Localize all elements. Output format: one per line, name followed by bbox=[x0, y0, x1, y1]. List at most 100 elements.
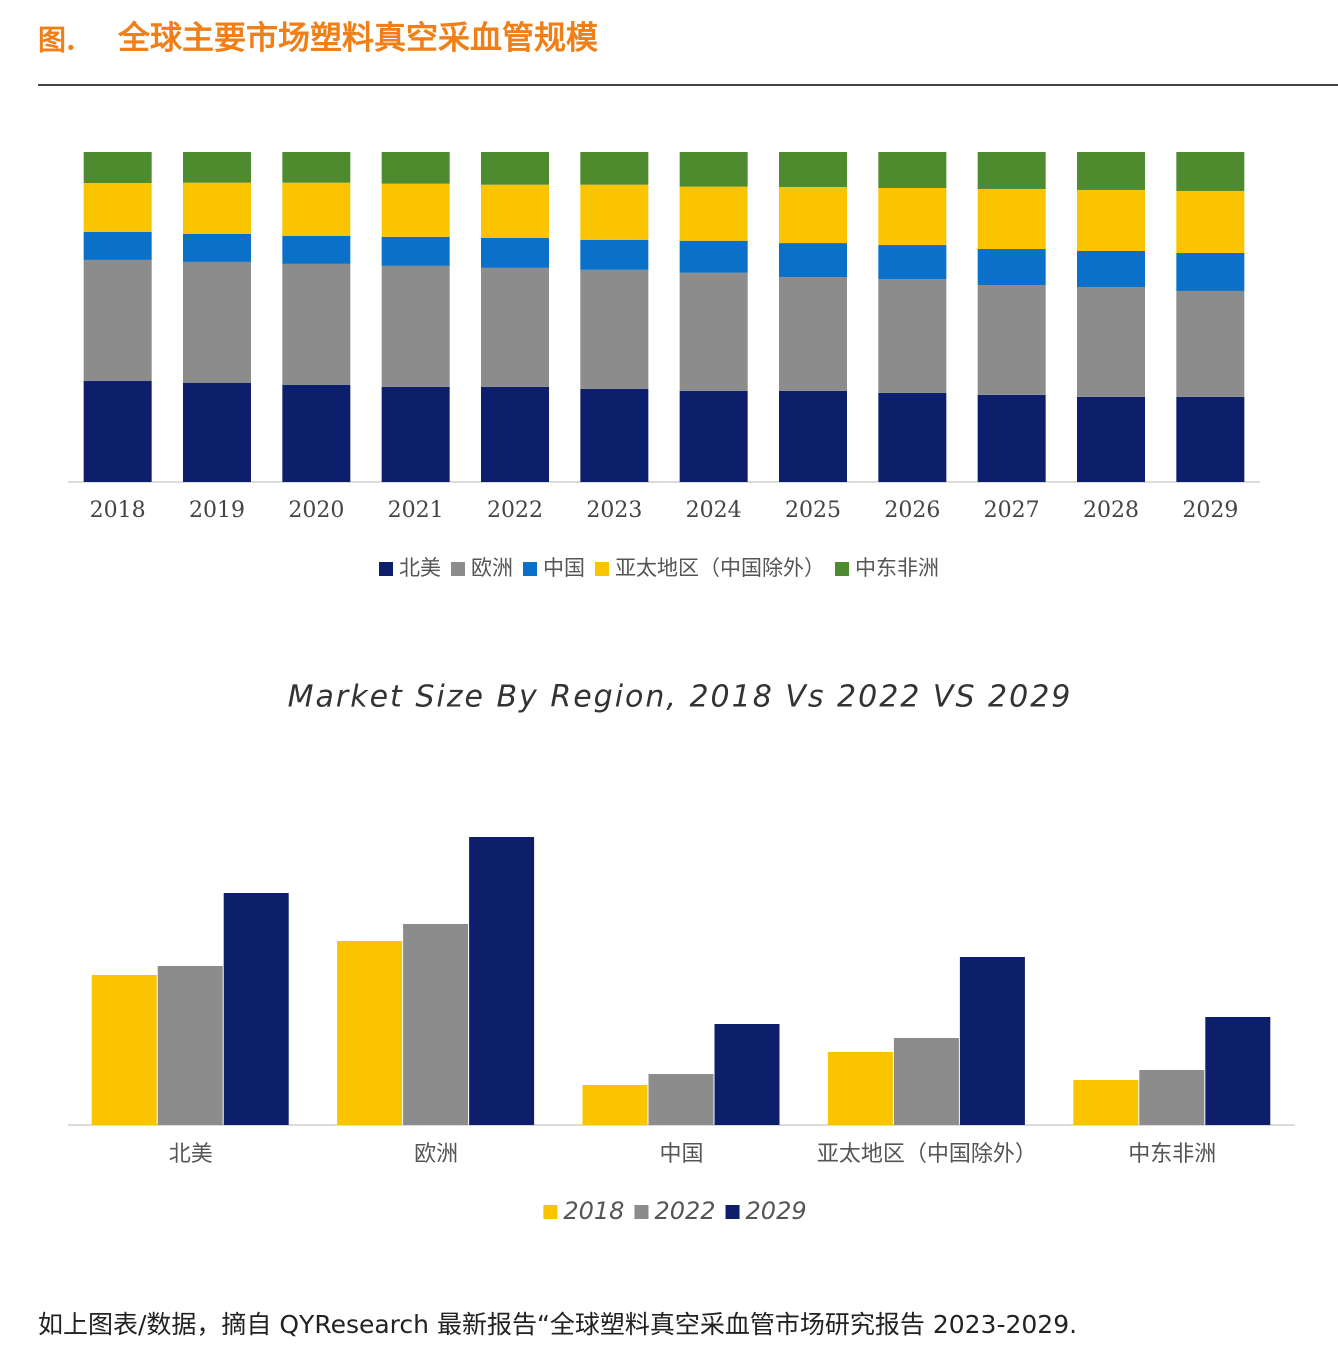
bar-segment bbox=[779, 186, 847, 244]
bar-segment bbox=[282, 263, 351, 385]
legend-swatch bbox=[835, 562, 849, 576]
x-tick-label: 欧洲 bbox=[414, 1142, 458, 1167]
x-tick-label: 2018 bbox=[90, 498, 146, 523]
bar-segment bbox=[977, 249, 1046, 285]
bar-segment bbox=[183, 383, 251, 482]
bar-segment bbox=[83, 381, 152, 482]
bar-segment bbox=[1176, 152, 1245, 191]
bar bbox=[893, 1038, 959, 1125]
legend-swatch bbox=[379, 562, 393, 576]
figure-title: 全球主要市场塑料真空采血管规模 bbox=[117, 19, 598, 57]
x-tick-label: 2021 bbox=[388, 498, 444, 523]
bar-segment bbox=[481, 237, 549, 268]
legend-label: 中国 bbox=[543, 556, 585, 580]
bar-segment bbox=[83, 231, 152, 260]
legend-swatch bbox=[451, 562, 465, 576]
bar-segment bbox=[878, 152, 947, 188]
legend-label: 2022 bbox=[654, 1197, 715, 1225]
bar-segment bbox=[580, 184, 649, 240]
bar-segment bbox=[977, 394, 1046, 482]
bar-segment bbox=[779, 390, 847, 482]
bar bbox=[157, 966, 223, 1125]
bar bbox=[1139, 1070, 1205, 1125]
bar-segment bbox=[481, 152, 549, 185]
bar-segment bbox=[183, 233, 251, 262]
x-tick-label: 2020 bbox=[288, 498, 344, 523]
x-tick-label: 2025 bbox=[785, 498, 841, 523]
bar bbox=[337, 941, 403, 1125]
bar bbox=[91, 975, 157, 1125]
x-tick-label: 亚太地区（中国除外） bbox=[817, 1142, 1037, 1167]
bar-segment bbox=[1176, 190, 1245, 253]
legend-swatch bbox=[523, 562, 537, 576]
bar-segment bbox=[1077, 189, 1145, 251]
bar bbox=[469, 837, 535, 1125]
bar-segment bbox=[481, 386, 549, 482]
bar bbox=[223, 893, 289, 1125]
bar-segment bbox=[878, 245, 947, 280]
bar-segment bbox=[282, 384, 351, 482]
bar-segment bbox=[481, 267, 549, 387]
x-tick-label: 2022 bbox=[487, 498, 543, 523]
bar-segment bbox=[183, 152, 251, 183]
bar-segment bbox=[381, 183, 450, 237]
bar-segment bbox=[1176, 252, 1245, 291]
legend-label: 北美 bbox=[399, 556, 441, 580]
bar-segment bbox=[580, 239, 649, 270]
bar-segment bbox=[381, 265, 450, 387]
legend-swatch bbox=[634, 1205, 649, 1219]
x-tick-label: 中国 bbox=[659, 1142, 703, 1167]
bar bbox=[959, 957, 1025, 1125]
bar-segment bbox=[878, 187, 947, 246]
bar-segment bbox=[282, 182, 351, 236]
footer-note: 如上图表/数据，摘自 QYResearch 最新报告“全球塑料真空采血管市场研究… bbox=[38, 1310, 1077, 1339]
bar-segment bbox=[381, 152, 450, 184]
chart-title: Market Size By Region, 2018 Vs 2022 VS 2… bbox=[288, 680, 1073, 715]
bar-segment bbox=[1077, 251, 1145, 287]
x-tick-label: 2029 bbox=[1182, 498, 1238, 523]
x-tick-label: 中东非洲 bbox=[1128, 1142, 1216, 1167]
bar-segment bbox=[282, 235, 351, 264]
bar-segment bbox=[381, 386, 450, 482]
bar bbox=[648, 1074, 714, 1125]
bar-segment bbox=[580, 269, 649, 389]
bar-segment bbox=[481, 184, 549, 238]
bar-segment bbox=[679, 240, 748, 273]
bar bbox=[1205, 1017, 1271, 1125]
legend-swatch bbox=[725, 1205, 740, 1219]
bar-segment bbox=[183, 182, 251, 234]
legend-label: 2029 bbox=[746, 1197, 807, 1225]
bar-segment bbox=[183, 261, 251, 383]
bar-segment bbox=[1176, 396, 1245, 482]
bar-segment bbox=[779, 277, 847, 391]
bar-segment bbox=[1077, 396, 1145, 482]
x-tick-label: 北美 bbox=[169, 1142, 213, 1167]
bar-segment bbox=[83, 152, 152, 184]
bar-segment bbox=[1176, 290, 1245, 397]
x-tick-label: 2028 bbox=[1083, 498, 1139, 523]
x-tick-label: 2024 bbox=[686, 498, 742, 523]
bar-segment bbox=[282, 152, 351, 183]
bar-segment bbox=[779, 243, 847, 278]
bar bbox=[827, 1052, 893, 1125]
bar-segment bbox=[1077, 286, 1145, 397]
x-tick-label: 2019 bbox=[189, 498, 245, 523]
legend-label: 亚太地区（中国除外） bbox=[615, 556, 825, 580]
bar bbox=[714, 1024, 780, 1125]
bar-segment bbox=[1077, 152, 1145, 190]
bar-segment bbox=[977, 284, 1046, 395]
legend-swatch bbox=[595, 562, 609, 576]
bar-segment bbox=[83, 183, 152, 232]
bar-segment bbox=[580, 388, 649, 482]
legend-label: 2018 bbox=[563, 1197, 624, 1225]
legend-swatch bbox=[543, 1205, 558, 1219]
bar-segment bbox=[977, 188, 1046, 250]
bar-segment bbox=[679, 186, 748, 241]
bar-segment bbox=[779, 152, 847, 187]
x-tick-label: 2026 bbox=[884, 498, 940, 523]
legend-label: 中东非洲 bbox=[855, 556, 939, 580]
x-tick-label: 2027 bbox=[984, 498, 1040, 523]
figure-label: 图. bbox=[38, 24, 76, 57]
bar-segment bbox=[679, 152, 748, 187]
